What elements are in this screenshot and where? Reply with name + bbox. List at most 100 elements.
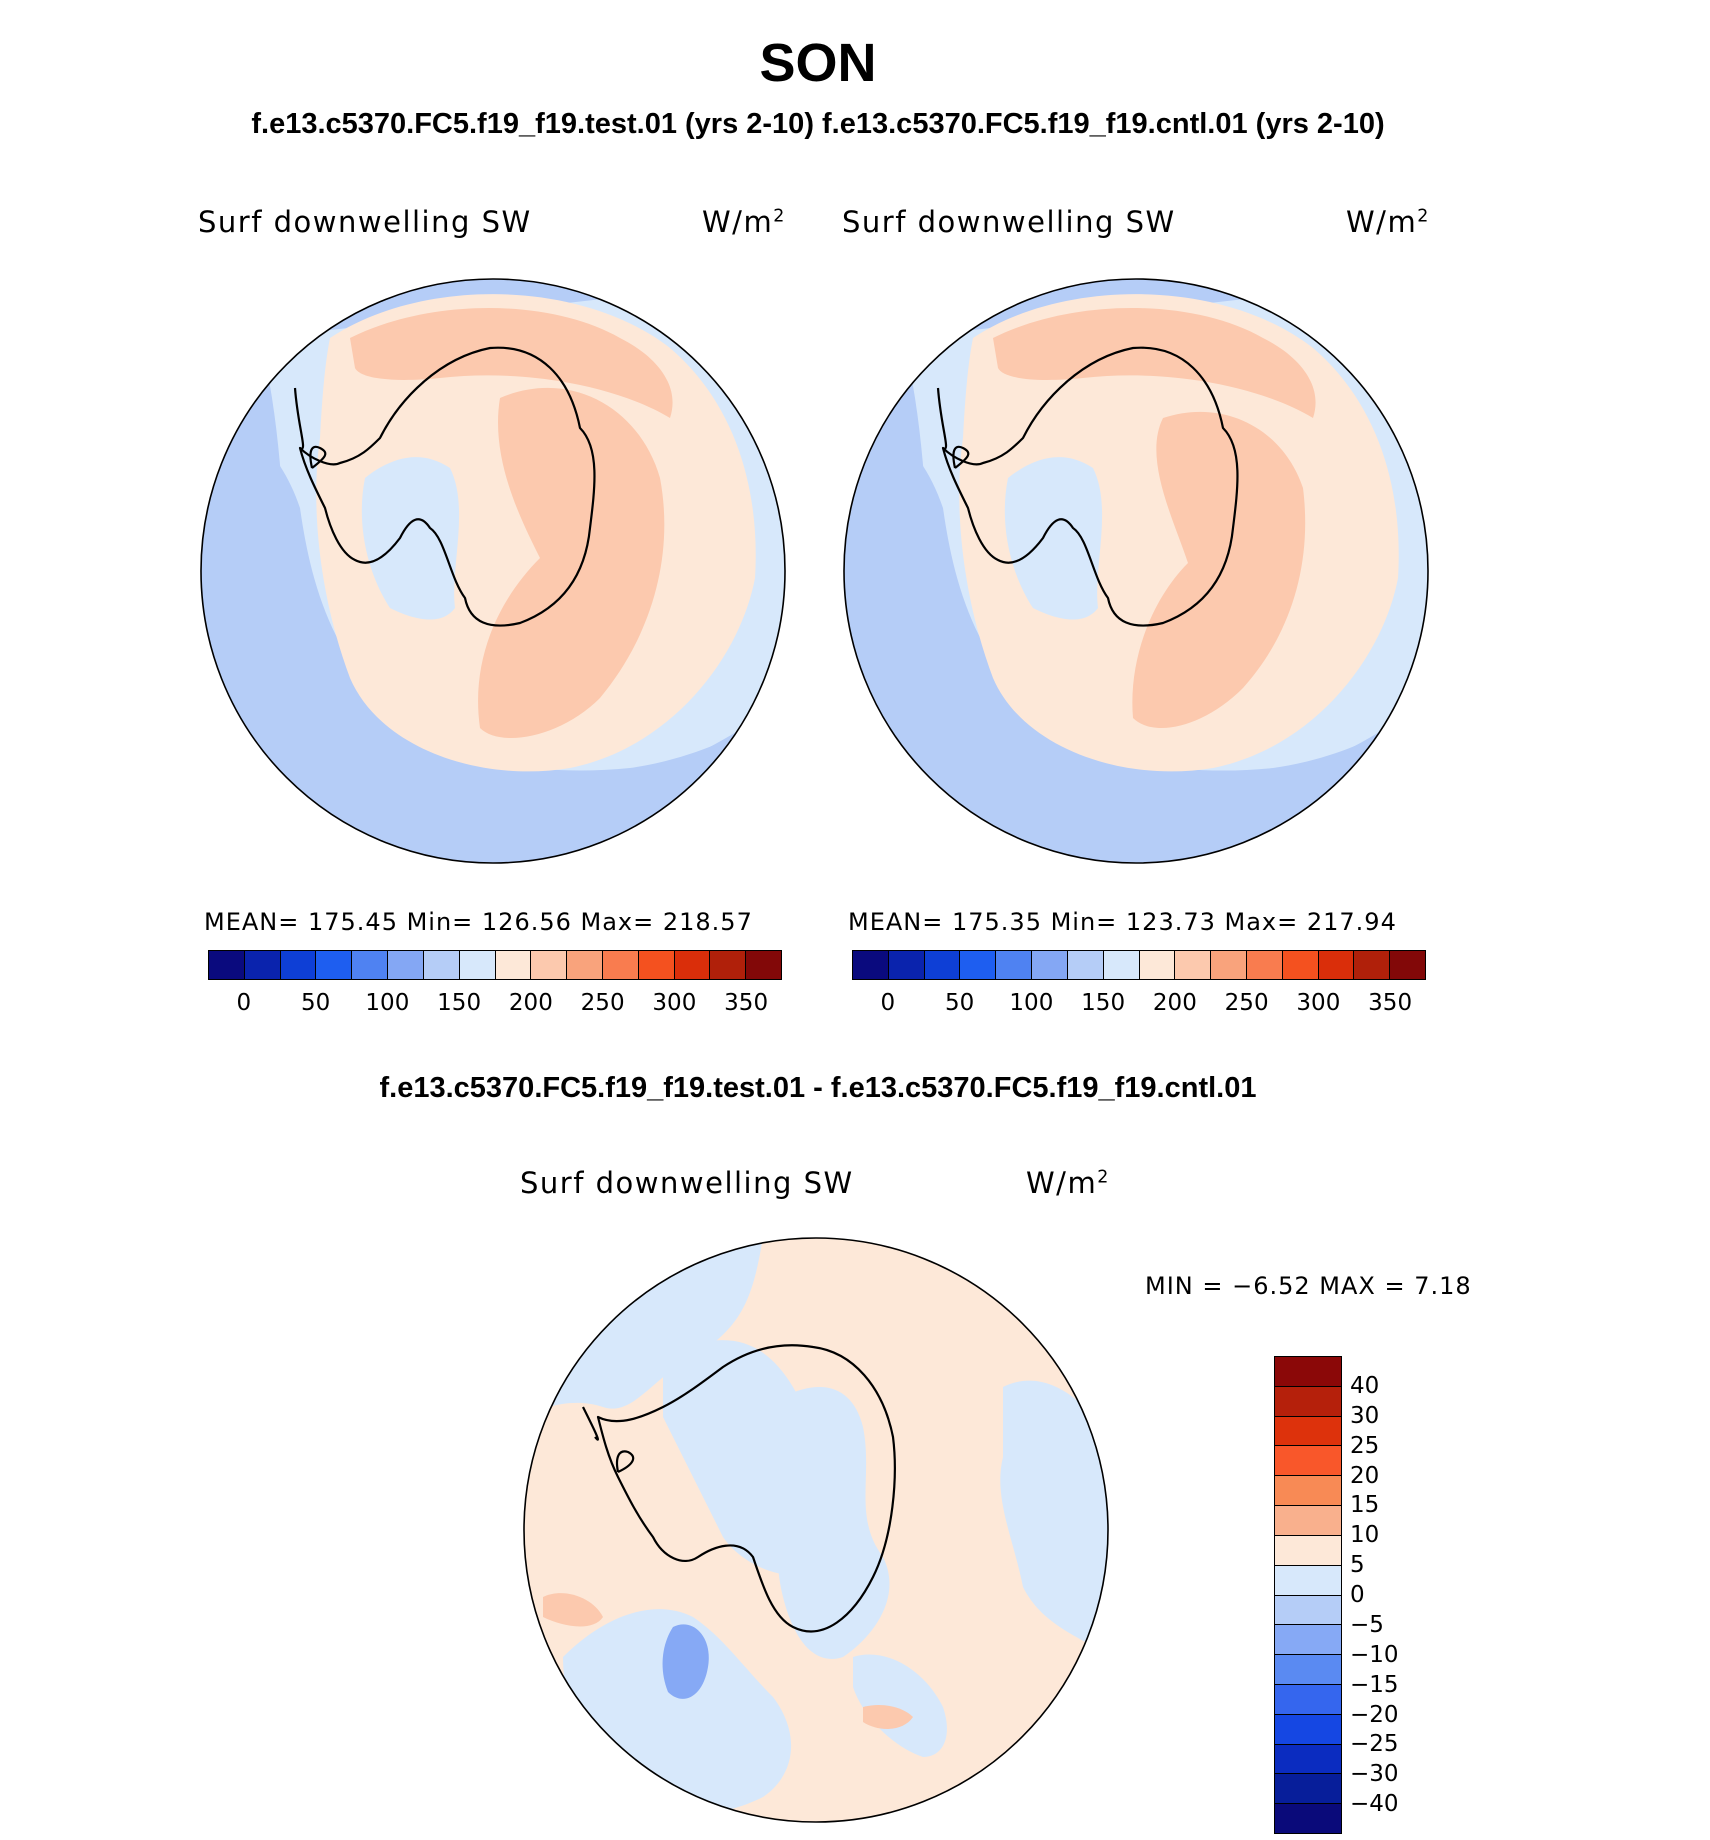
panel2-colorbar-swatch xyxy=(1354,951,1391,979)
panel1-colorbar-swatch xyxy=(316,951,353,979)
panel2-colorbar-swatch xyxy=(996,951,1033,979)
panel1-colorbar-swatch xyxy=(459,951,496,979)
diff-colorbar-tick: −40 xyxy=(1350,1791,1399,1818)
panel2-colorbar-swatch xyxy=(960,951,997,979)
panel1-colorbar-tick: 0 xyxy=(236,990,252,1016)
panel2-colorbar-tick: 350 xyxy=(1368,990,1413,1016)
diff-colorbar-tick: −20 xyxy=(1350,1701,1399,1728)
panel2-colorbar-tick: 200 xyxy=(1152,990,1197,1016)
panel1-colorbar-swatch xyxy=(388,951,424,979)
diff-colorbar-swatch xyxy=(1275,1416,1341,1447)
diff-colorbar-tick: −30 xyxy=(1350,1761,1399,1788)
panel1-colorbar-swatch xyxy=(352,951,389,979)
diff-colorbar-swatch xyxy=(1275,1565,1341,1596)
difference-title: f.e13.c5370.FC5.f19_f19.test.01 - f.e13.… xyxy=(379,1072,1257,1104)
diff-colorbar-tick: 25 xyxy=(1350,1432,1380,1459)
panel2-colorbar-tick: 0 xyxy=(880,990,896,1016)
panel2-colorbar-ticks: 0 50 100 150 200 250 300 350 xyxy=(852,990,1426,1018)
panel2-colorbar-swatch xyxy=(1175,951,1212,979)
panel1-units: W/m2 xyxy=(702,205,786,239)
panel2-colorbar xyxy=(852,950,1426,980)
panel2-colorbar-swatch xyxy=(1211,951,1247,979)
panel2-polar-map xyxy=(843,278,1429,864)
diff-colorbar-tick: 5 xyxy=(1350,1552,1365,1579)
panel2-colorbar-swatch xyxy=(924,951,961,979)
panel1-colorbar-swatch xyxy=(746,951,781,979)
panel1-colorbar-tick: 100 xyxy=(365,990,410,1016)
panel2-colorbar-swatch xyxy=(1282,951,1319,979)
diff-colorbar-tick: 30 xyxy=(1350,1402,1380,1429)
diff-colorbar-tick: 40 xyxy=(1350,1372,1380,1399)
diff-min-max: MIN = −6.52 MAX = 7.18 xyxy=(1145,1272,1472,1300)
diff-colorbar-tick: 10 xyxy=(1350,1522,1380,1549)
panel1-colorbar-swatch xyxy=(531,951,568,979)
diff-colorbar-swatch xyxy=(1275,1535,1341,1566)
panel1-colorbar-swatch xyxy=(638,951,675,979)
panel2-colorbar-swatch xyxy=(1318,951,1355,979)
panel2-colorbar-tick: 50 xyxy=(944,990,975,1016)
diff-colorbar-swatch xyxy=(1275,1714,1341,1745)
diff-colorbar-swatch xyxy=(1275,1774,1341,1805)
panel1-colorbar-swatch xyxy=(567,951,603,979)
panel1-colorbar-tick: 300 xyxy=(652,990,697,1016)
panel2-colorbar-swatch xyxy=(1067,951,1104,979)
diff-colorbar-swatch xyxy=(1275,1625,1341,1656)
diff-colorbar-tick: 0 xyxy=(1350,1582,1365,1608)
panel1-colorbar-tick: 200 xyxy=(508,990,553,1016)
panel2-colorbar-tick: 250 xyxy=(1224,990,1269,1016)
panel2-colorbar-tick: 100 xyxy=(1009,990,1054,1016)
diff-colorbar-tick: −10 xyxy=(1350,1641,1399,1668)
figure-subtitle: f.e13.c5370.FC5.f19_f19.test.01 (yrs 2-1… xyxy=(251,108,1385,140)
panel1-colorbar-swatch xyxy=(209,951,245,979)
panel2-colorbar-swatch xyxy=(853,951,889,979)
panel2-colorbar-swatch xyxy=(1390,951,1425,979)
diff-variable: Surf downwelling SW xyxy=(520,1166,854,1200)
diff-colorbar-swatch xyxy=(1275,1804,1341,1833)
diff-polar-map xyxy=(523,1237,1109,1823)
diff-colorbar-swatch xyxy=(1275,1744,1341,1775)
panel1-colorbar-swatch xyxy=(495,951,532,979)
panel2-colorbar-swatch xyxy=(888,951,925,979)
panel1-colorbar-swatch xyxy=(674,951,711,979)
panel2-units: W/m2 xyxy=(1346,205,1430,239)
panel1-colorbar-swatch xyxy=(280,951,317,979)
panel2-colorbar-tick: 150 xyxy=(1081,990,1126,1016)
panel2-colorbar-swatch xyxy=(1246,951,1283,979)
panel2-stats: MEAN= 175.35 Min= 123.73 Max= 217.94 xyxy=(848,908,1397,936)
panel1-colorbar-tick: 50 xyxy=(300,990,331,1016)
panel1-polar-map xyxy=(200,278,786,864)
panel1-stats: MEAN= 175.45 Min= 126.56 Max= 218.57 xyxy=(204,908,753,936)
panel2-colorbar-tick: 300 xyxy=(1296,990,1341,1016)
panel1-variable: Surf downwelling SW xyxy=(198,205,532,239)
panel1-colorbar-tick: 350 xyxy=(724,990,769,1016)
panel1-colorbar-swatch xyxy=(710,951,747,979)
panel1-colorbar-ticks: 0 50 100 150 200 250 300 350 xyxy=(208,990,782,1018)
panel2-colorbar-swatch xyxy=(1103,951,1140,979)
diff-colorbar-tick: −15 xyxy=(1350,1671,1399,1698)
diff-colorbar xyxy=(1274,1356,1342,1834)
diff-colorbar-tick: 15 xyxy=(1350,1492,1380,1519)
diff-colorbar-swatch xyxy=(1275,1357,1341,1387)
diff-colorbar-swatch xyxy=(1275,1684,1341,1715)
diff-units: W/m2 xyxy=(1026,1166,1110,1200)
diff-colorbar-tick: 20 xyxy=(1350,1462,1380,1489)
panel2-variable: Surf downwelling SW xyxy=(842,205,1176,239)
panel2-colorbar-swatch xyxy=(1032,951,1068,979)
panel1-colorbar xyxy=(208,950,782,980)
panel1-colorbar-tick: 150 xyxy=(437,990,482,1016)
diff-colorbar-swatch xyxy=(1275,1506,1341,1536)
diff-colorbar-swatch xyxy=(1275,1595,1341,1626)
panel1-colorbar-swatch xyxy=(423,951,460,979)
diff-colorbar-ticks: 40 30 25 20 15 10 5 0 −5 −10 −15 −20 −25 −30 −40 xyxy=(1350,1356,1430,1834)
diff-colorbar-swatch xyxy=(1275,1446,1341,1477)
diff-colorbar-tick: −5 xyxy=(1350,1611,1384,1638)
figure-title: SON xyxy=(759,33,877,93)
panel2-colorbar-swatch xyxy=(1139,951,1176,979)
panel1-colorbar-tick: 250 xyxy=(580,990,625,1016)
diff-colorbar-swatch xyxy=(1275,1386,1341,1417)
panel1-colorbar-swatch xyxy=(244,951,281,979)
diff-colorbar-swatch xyxy=(1275,1476,1341,1507)
panel1-colorbar-swatch xyxy=(602,951,639,979)
diff-colorbar-swatch xyxy=(1275,1655,1341,1685)
diff-colorbar-tick: −25 xyxy=(1350,1731,1399,1758)
